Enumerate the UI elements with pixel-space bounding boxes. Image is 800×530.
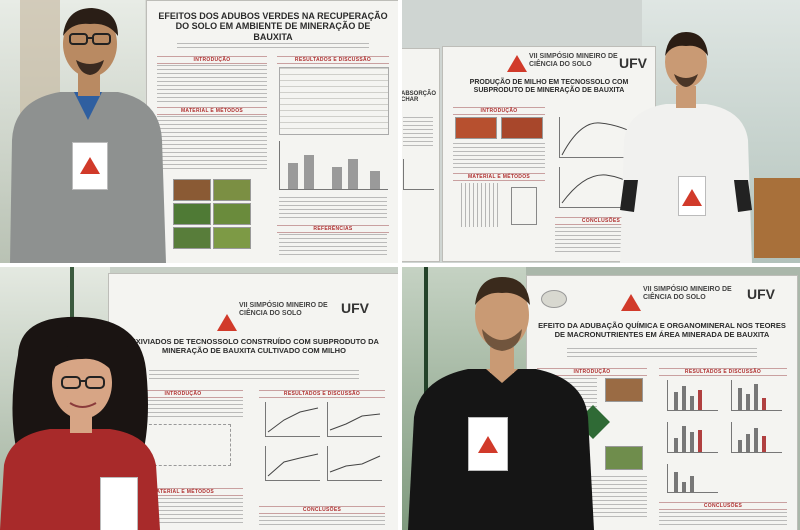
poster-1-authors <box>177 43 369 51</box>
poster-1-photo-plants-a <box>173 203 211 225</box>
background-table <box>754 178 800 258</box>
poster-2-event-logo <box>507 55 527 72</box>
poster-2-title: PRODUÇÃO DE MILHO EM TECNOSSOLO COM SUBP… <box>469 79 629 95</box>
poster-3-line-chart-a <box>265 402 320 437</box>
poster-3-event-title: VII SIMPÓSIO MINEIRO DE CIÊNCIA DO SOLO <box>239 302 328 317</box>
poster-1-title: EFEITOS DOS ADUBOS VERDES NA RECUPERAÇÃO… <box>158 11 388 42</box>
name-badge-3 <box>100 477 138 530</box>
poster-1-photo-plants-d <box>213 227 251 249</box>
poster-4-photo-b <box>605 446 643 470</box>
poster-1-methods-text <box>157 116 267 172</box>
photo-panel-bottom-right: VII SIMPÓSIO MINEIRO DE CIÊNCIA DO SOLO … <box>402 267 800 530</box>
poster-2-brand: UFV <box>619 55 647 71</box>
poster-1-section-references: REFERÊNCIAS <box>277 225 389 233</box>
name-badge-1 <box>72 142 108 190</box>
poster-4-conclusions-text <box>659 512 787 526</box>
poster-1-bar-chart <box>279 141 388 190</box>
poster-2-methods-figure <box>511 187 537 225</box>
person-presenter-4 <box>408 277 594 530</box>
poster-2-section-conclusions: CONCLUSÕES <box>555 217 647 225</box>
poster-4-bar-chart-c <box>667 422 718 453</box>
poster-3-authors <box>149 370 359 380</box>
poster-2-photo-a <box>455 117 497 139</box>
poster-1-section-intro: INTRODUÇÃO <box>157 56 267 64</box>
poster-4-event-logo <box>621 294 641 311</box>
photo-panel-bottom-left: VII SIMPÓSIO MINEIRO DE CIÊNCIA DO SOLO … <box>0 267 398 530</box>
poster-1: EFEITOS DOS ADUBOS VERDES NA RECUPERAÇÃO… <box>146 0 398 263</box>
poster-4-event-title: VII SIMPÓSIO MINEIRO DE CIÊNCIA DO SOLO <box>643 286 732 301</box>
poster-1-references-text <box>279 234 387 256</box>
poster-1-section-results: RESULTADOS E DISCUSSÃO <box>277 56 389 64</box>
poster-3-brand: UFV <box>341 300 369 316</box>
poster-1-photo-plants-b <box>213 203 251 225</box>
poster-3-section-methods: MATERIAL E MÉTODOS <box>123 488 243 496</box>
poster-1-discussion-text <box>279 197 387 221</box>
poster-2-section-intro: INTRODUÇÃO <box>453 107 545 115</box>
name-badge-4 <box>468 417 508 471</box>
poster-4-title: EFEITO DA ADUBAÇÃO QUÍMICA E ORGANOMINER… <box>538 321 786 339</box>
poster-3-line-chart-c <box>265 446 320 481</box>
poster-side-fragment: ABSORÇÃO CHAR <box>402 48 440 262</box>
poster-2-event-title: VII SIMPÓSIO MINEIRO DE CIÊNCIA DO SOLO <box>529 53 618 68</box>
poster-4-authors <box>567 348 757 358</box>
poster-2-photo-b <box>501 117 543 139</box>
poster-3-section-conclusions: CONCLUSÕES <box>259 506 385 514</box>
poster-4-brand: UFV <box>747 286 775 302</box>
poster-2-methods-diagram <box>461 183 501 227</box>
poster-3: VII SIMPÓSIO MINEIRO DE CIÊNCIA DO SOLO … <box>108 273 398 530</box>
poster-1-table <box>279 67 389 135</box>
person-presenter-1 <box>10 8 166 263</box>
poster-4-section-results: RESULTADOS E DISCUSSÃO <box>659 368 787 376</box>
poster-4-bar-chart-a <box>667 380 718 411</box>
poster-3-intro-text <box>123 400 243 420</box>
photo-panel-top-left: EFEITOS DOS ADUBOS VERDES NA RECUPERAÇÃO… <box>0 0 398 263</box>
poster-1-photo-soil <box>173 179 211 201</box>
photo-panel-top-right: ABSORÇÃO CHAR VII SIMPÓSIO MINEIRO DE CI… <box>402 0 800 263</box>
poster-3-conclusions-text <box>259 516 385 528</box>
poster-4-section-intro: INTRODUÇÃO <box>537 368 647 376</box>
poster-3-event-logo <box>217 314 237 331</box>
poster-4-bar-chart-e <box>667 464 718 493</box>
name-badge-2 <box>678 176 706 216</box>
poster-1-section-methods: MATERIAL E MÉTODOS <box>157 107 267 115</box>
poster-3-section-results: RESULTADOS E DISCUSSÃO <box>259 390 385 398</box>
poster-4-bar-chart-b <box>731 380 782 411</box>
poster-4-bar-chart-d <box>731 422 782 453</box>
poster-3-line-chart-d <box>327 446 382 481</box>
poster-4-section-conclusions: CONCLUSÕES <box>659 502 787 510</box>
poster-1-intro-text <box>157 65 267 103</box>
poster-4-logo-left <box>541 290 567 308</box>
poster-1-photo-field <box>213 179 251 201</box>
poster-side-text: ABSORÇÃO CHAR <box>402 91 437 103</box>
poster-3-section-intro: INTRODUÇÃO <box>123 390 243 398</box>
poster-2-intro-text <box>453 143 545 169</box>
poster-3-line-chart-b <box>327 402 382 437</box>
poster-4-photo-a <box>605 378 643 402</box>
poster-3-title: LIXIVIADOS DE TECNOSSOLO CONSTRUÍDO COM … <box>129 337 379 355</box>
person-presenter-2 <box>620 32 752 263</box>
poster-1-photo-plants-c <box>173 227 211 249</box>
poster-2-section-methods: MATERIAL E MÉTODOS <box>453 173 545 181</box>
